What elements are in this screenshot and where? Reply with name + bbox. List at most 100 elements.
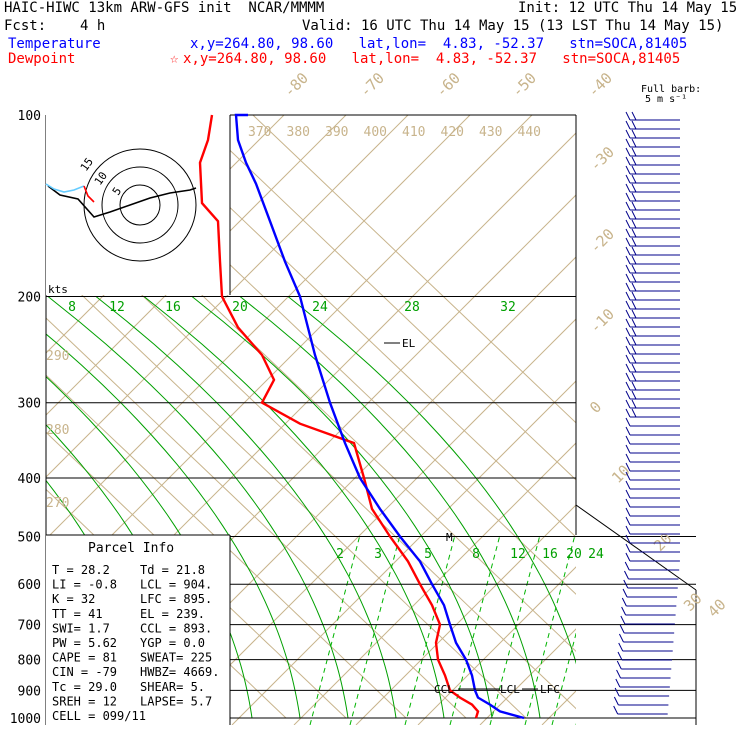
parcel-row-right: Td = 21.8 [140,563,205,577]
moist-adiabat-line [191,296,493,719]
isotherm-line [46,115,471,540]
parcel-row-left: TT = 41 [52,607,103,621]
parcel-row-right: YGP = 0.0 [140,636,205,650]
wind-barb [625,273,680,283]
parcel-row-left: SREH = 12 [52,694,117,708]
wind-barb [624,561,680,571]
parcel-row-right: LCL = 904. [140,578,212,592]
parcel-row-left: Tc = 29.0 [52,680,117,694]
isotherm-label: 0 [586,398,605,417]
ccl-label: CCL [434,683,454,696]
dry-adiabat-line [72,115,576,595]
parcel-row-right: LFC = 895. [140,592,212,606]
hodograph-inset: 5 10 15 kts [45,115,231,296]
isotherm-label: -60 [432,69,464,101]
mixing-ratio-label: 8 [68,300,76,315]
mixing-ratio-label: 24 [312,300,328,315]
pressure-tick-label: 900 [18,684,41,699]
wind-barb [625,291,680,301]
isotherm-label: -50 [508,69,540,101]
pressure-tick-label: 800 [18,654,41,669]
wind-barb [614,687,670,697]
dry-adiabat-line [192,115,576,481]
pressure-tick-label: 600 [18,578,41,593]
isotherm-line [417,566,576,725]
parcel-row-right: LAPSE= 5.7 [140,694,212,708]
wind-barb [625,525,680,535]
theta-label: 400 [364,125,387,140]
temperature-location-info: x,y=264.80, 98.60 lat,lon= 4.83, -52.37 … [190,36,688,52]
init-time: Init: 12 UTC Thu 14 May 15 [518,0,738,16]
mixing-ratio-label: 28 [404,300,420,315]
wind-barb [625,336,680,346]
wind-barb [625,426,680,436]
wind-barb [625,354,680,364]
hodograph-trace-red [83,185,95,203]
wind-barbs [613,111,680,715]
mixing-ratio-line [489,534,541,725]
pressure-tick-label: 700 [18,619,41,634]
wind-barb [625,489,680,499]
isotherm-line [479,628,576,725]
dewpoint-location-info: x,y=264.80, 98.60 lat,lon= 4.83, -52.37 … [183,51,681,67]
wind-barb [625,174,680,184]
wind-barb [625,165,680,175]
hodograph-trace-upper [47,185,197,218]
isotherm-line [728,105,740,725]
forecast-label: Fcst: [4,18,47,34]
temperature-profile-line [234,113,525,720]
mixing-ratio-label: 20 [566,547,582,562]
wind-barb [625,543,680,553]
wind-barb [625,480,680,490]
forecast-value: 4 h [80,18,106,34]
pressure-tick-label: 200 [18,291,41,306]
parcel-row-left: CELL = 099/11 [52,709,146,723]
parcel-row-right: EL = 239. [140,607,205,621]
isotherm-line [231,380,576,725]
temperature-legend-label: Temperature [8,36,101,52]
wind-barb [625,228,680,238]
wind-barb [625,453,680,463]
valid-time: Valid: 16 UTC Thu 14 May 15 (13 LST Thu … [302,18,724,34]
mixing-ratio-label: 5 [424,547,432,562]
wind-barb [625,471,680,481]
mixing-ratio-label: 2 [336,547,344,562]
dry-adiabat-line [46,260,527,719]
wind-barb [625,156,680,166]
mixing-ratio-label: 12 [109,300,125,315]
barb-legend-title: Full barb: [641,84,702,95]
mixing-ratio-line [575,723,576,725]
wind-barb [625,318,680,328]
m-label: M [446,531,453,544]
parcel-row-left: CIN = -79 [52,665,117,679]
mixing-ratio-label: 32 [500,300,516,315]
theta-label: 380 [287,125,310,140]
parcel-row-left: SWI= 1.7 [52,621,110,635]
dewpoint-legend-label: Dewpoint [8,51,76,67]
wind-barb [625,408,680,418]
wind-barb [625,516,680,526]
mixing-ratio-label: 20 [232,300,248,315]
wind-barb [625,417,680,427]
parcel-row-left: K = 32 [52,592,95,606]
isotherm-line [355,504,576,725]
isotherm-label: 20 [650,529,676,555]
isotherm-label: -40 [584,69,616,101]
wind-barb [625,183,680,193]
mixing-ratio-label: 3 [374,547,382,562]
mixing-ratio-labels: 8 12 16 20 24 28 32 2 3 5 8 12 16 20 24 [68,300,604,562]
parcel-row-left: PW = 5.62 [52,636,117,650]
parcel-row-left: CAPE = 81 [52,651,117,665]
isotherm-line [46,115,409,478]
wind-barb [625,390,680,400]
theta-label: 440 [518,125,541,140]
mixing-ratio-label: 16 [165,300,181,315]
pressure-tick-label: 1000 [10,712,41,727]
wind-barb [625,363,680,373]
wind-barb [616,660,672,670]
wind-barb [625,435,680,445]
parcel-row-left: T = 28.2 [52,563,110,577]
wind-barb [625,138,680,148]
dry-adiabat-line [46,374,407,719]
